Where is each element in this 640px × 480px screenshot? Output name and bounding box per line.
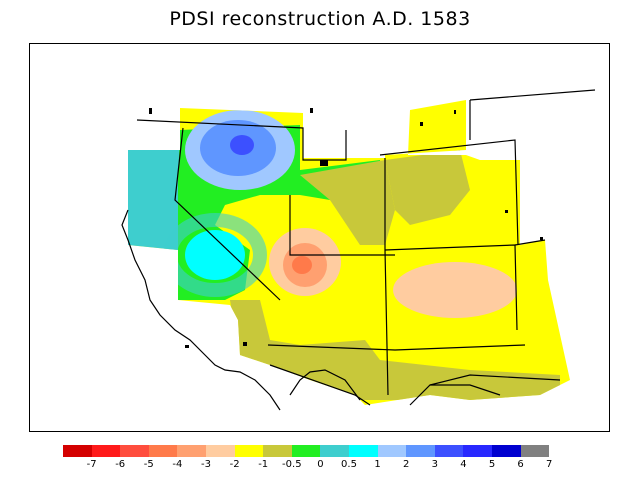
legend-tick-label: 2 <box>403 459 410 470</box>
legend-tick-label: 1 <box>374 459 381 470</box>
legend-tick-label: 4 <box>460 459 467 470</box>
boundary-tx <box>429 374 561 386</box>
field-orange-blob <box>292 256 312 274</box>
legend-swatch <box>291 445 321 457</box>
legend-tick-label: -3 <box>201 459 211 470</box>
coast-gulf <box>289 369 361 401</box>
islands <box>149 108 543 348</box>
coast-pacific <box>121 209 281 411</box>
legend-swatch <box>520 445 550 457</box>
legend-tick-label: 3 <box>431 459 438 470</box>
island-2 <box>310 108 313 113</box>
field-cyan-blob <box>185 230 245 280</box>
legend-swatch <box>120 445 149 457</box>
boundary-ca-nv <box>174 127 281 301</box>
legend-swatch <box>177 445 206 457</box>
legend-swatch <box>148 445 178 457</box>
legend-tick-label: -2 <box>229 459 240 470</box>
boundary-north <box>136 119 347 161</box>
color-legend <box>63 445 550 457</box>
island-3 <box>420 122 423 126</box>
legend-swatch <box>377 445 407 457</box>
legend-tick-label: 7 <box>546 459 553 470</box>
legend-swatch <box>491 445 521 457</box>
legend-swatch <box>205 445 235 457</box>
island-4 <box>454 110 456 114</box>
field-peach-east <box>393 262 517 318</box>
boundary-us-mx <box>269 364 371 406</box>
legend-ticks: -7 -6 -5 -4 -3 -2 -1 -0.5 0 0.5 1 2 3 4 5 6 7 <box>63 459 578 475</box>
legend-tick-label: -6 <box>115 459 126 470</box>
boundary-canada-east <box>469 89 596 101</box>
map-frame <box>29 43 610 432</box>
island-5 <box>505 210 508 213</box>
field-olive-ne <box>385 150 470 225</box>
lake-1 <box>320 160 328 166</box>
coastline <box>121 209 361 411</box>
island-7 <box>243 342 247 346</box>
legend-swatch <box>234 445 264 457</box>
legend-swatch <box>406 445 435 457</box>
island-8 <box>185 345 189 348</box>
legend-tick-label: -1 <box>258 459 269 470</box>
map-title: PDSI reconstruction A.D. 1583 <box>169 8 471 30</box>
legend-tick-label: -4 <box>172 459 183 470</box>
legend-tick-label: -7 <box>86 459 97 470</box>
pdsi-field <box>128 100 570 405</box>
boundaries <box>136 89 596 406</box>
island-1 <box>149 108 152 114</box>
legend-swatch <box>434 445 464 457</box>
field-darkblue-blob <box>230 135 254 155</box>
boundary-nv-ut <box>289 195 395 256</box>
island-6 <box>540 237 543 240</box>
boundary-wy <box>379 139 519 246</box>
boundary-az-nm <box>267 344 526 351</box>
legend-swatch <box>91 445 121 457</box>
legend-tick-label: 0.5 <box>341 459 357 470</box>
legend-tick-label: -0.5 <box>282 459 302 470</box>
boundary-nm-south <box>409 384 501 406</box>
boundary-ks-east <box>514 239 546 246</box>
legend-swatch <box>63 445 92 457</box>
legend-tick-label: -5 <box>143 459 154 470</box>
legend-tick-label: 5 <box>488 459 496 470</box>
legend-tick-label: 6 <box>517 459 524 470</box>
legend-swatch <box>463 445 492 457</box>
field-cyan-nw <box>128 140 185 250</box>
legend-swatch <box>348 445 378 457</box>
legend-swatch <box>263 445 292 457</box>
legend-swatch <box>320 445 349 457</box>
field-olive-north <box>300 160 395 245</box>
legend-tick-label: 0 <box>317 459 324 470</box>
